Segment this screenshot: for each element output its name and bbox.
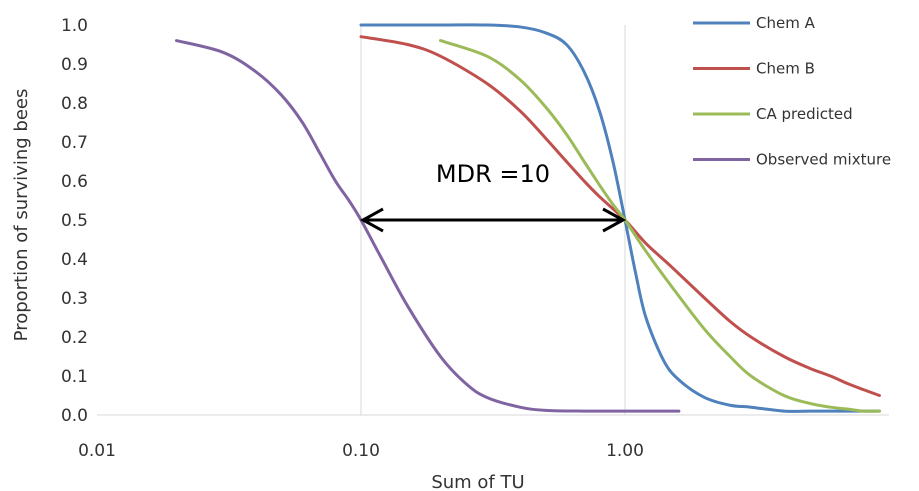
legend-label: Observed mixture bbox=[756, 151, 891, 169]
mdr-arrow-head-right bbox=[602, 207, 627, 233]
series-line-observed-mixture bbox=[174, 39, 681, 413]
y-tick-label: 0.5 bbox=[61, 211, 88, 231]
legend-label: Chem B bbox=[756, 60, 815, 78]
y-tick-label: 0.4 bbox=[61, 250, 88, 270]
mdr-label: MDR =10 bbox=[436, 160, 550, 188]
x-tick-label: 0.01 bbox=[78, 441, 116, 461]
series-line-ca-predicted bbox=[438, 39, 881, 413]
y-axis-title: Proportion of surviving bees bbox=[11, 89, 32, 342]
axis-layer: 0.01 0.10 1.00 0.0 0.1 0.2 0.3 0.4 0.5 0.6 0.7 0.8 0… bbox=[61, 16, 889, 461]
y-tick-label: 0.1 bbox=[61, 367, 88, 387]
legend-label: CA predicted bbox=[756, 105, 853, 123]
x-axis-title: Sum of TU bbox=[431, 472, 524, 491]
legend-layer: Chem A Chem B CA predicted Observed mixture bbox=[693, 14, 891, 169]
y-tick-label: 0.8 bbox=[61, 94, 88, 114]
series-layer bbox=[174, 23, 881, 413]
y-tick-label: 0.6 bbox=[61, 172, 88, 192]
x-tick-label: 1.00 bbox=[606, 441, 644, 461]
y-tick-label: 0.9 bbox=[61, 55, 88, 75]
y-tick-label: 0.2 bbox=[61, 328, 88, 348]
series-line-chem-a bbox=[359, 23, 881, 413]
mdr-arrow-head-left bbox=[359, 207, 384, 233]
x-tick-label: 0.10 bbox=[342, 441, 380, 461]
y-tick-label: 1.0 bbox=[61, 16, 88, 36]
y-tick-label: 0.7 bbox=[61, 133, 88, 153]
y-tick-label: 0.3 bbox=[61, 289, 88, 309]
series-line-chem-b bbox=[359, 35, 881, 397]
y-tick-label: 0.0 bbox=[61, 406, 88, 426]
annotation-layer: MDR =10 bbox=[359, 160, 627, 233]
legend-label: Chem A bbox=[756, 14, 816, 32]
